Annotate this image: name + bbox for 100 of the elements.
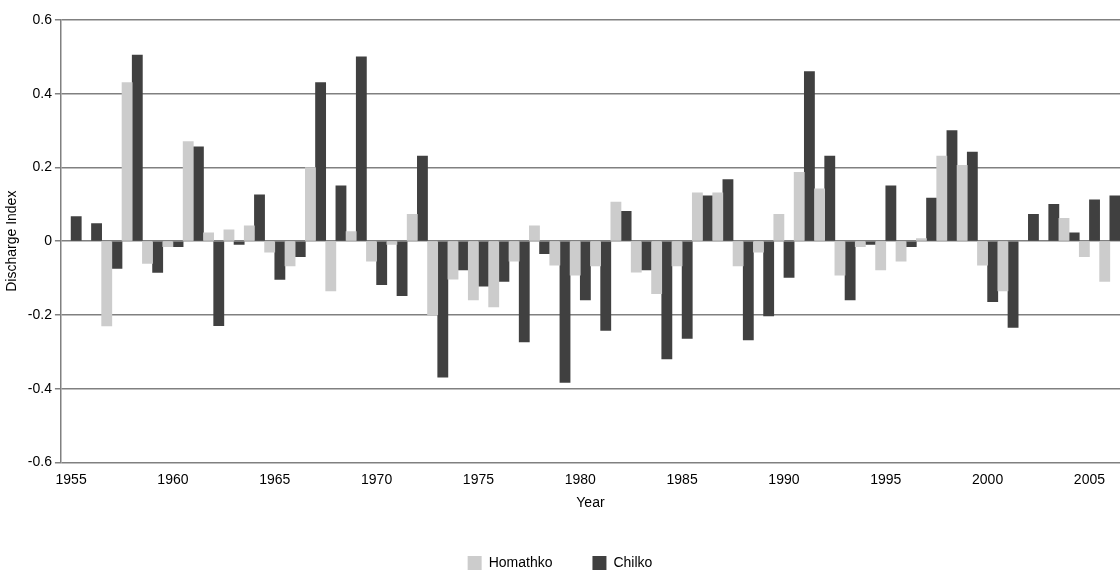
bar xyxy=(427,241,439,316)
x-tick-label: 1960 xyxy=(157,470,189,487)
x-tick-label: 1965 xyxy=(259,470,291,487)
bar xyxy=(824,155,836,241)
legend-label: Chilko xyxy=(613,553,653,570)
bar xyxy=(936,155,948,241)
bar xyxy=(691,192,703,241)
bar xyxy=(142,241,153,264)
bar xyxy=(325,241,337,292)
bar xyxy=(773,213,785,241)
bar xyxy=(834,241,846,276)
bar xyxy=(569,241,581,276)
x-tick-label: 1995 xyxy=(870,470,902,487)
bar xyxy=(457,241,469,271)
y-axis-title: Discharge Index xyxy=(3,190,20,292)
bar xyxy=(376,241,388,286)
bar xyxy=(518,241,530,343)
bar xyxy=(121,82,133,241)
bar xyxy=(956,164,968,241)
bar xyxy=(192,146,204,241)
y-tick-label: 0 xyxy=(44,232,53,249)
bar xyxy=(926,197,938,241)
bar xyxy=(162,241,174,248)
bar xyxy=(753,241,764,253)
legend-label: Homathko xyxy=(488,553,553,570)
bar xyxy=(1109,195,1120,241)
bar xyxy=(467,241,479,301)
bar xyxy=(1058,218,1070,241)
x-tick-label: 1970 xyxy=(361,470,393,487)
bar xyxy=(885,185,897,241)
x-tick-label: 1990 xyxy=(768,470,800,487)
bar xyxy=(274,241,286,280)
bar xyxy=(854,241,866,248)
bar xyxy=(203,232,215,241)
bar xyxy=(549,241,561,266)
bar xyxy=(182,141,194,241)
bar xyxy=(1089,199,1100,241)
bar xyxy=(977,241,988,266)
bar xyxy=(111,241,123,269)
bar xyxy=(610,201,622,241)
bar xyxy=(579,241,591,301)
bar xyxy=(814,188,826,241)
x-axis-title: Year xyxy=(576,494,605,511)
bar xyxy=(152,241,164,273)
bar xyxy=(844,241,856,301)
bar xyxy=(803,71,815,241)
x-tick-label: 1975 xyxy=(462,470,495,487)
bar xyxy=(1007,241,1019,328)
bar xyxy=(732,241,744,267)
bar xyxy=(284,241,296,267)
x-tick-label: 2000 xyxy=(972,470,1004,487)
x-tick-label: 1985 xyxy=(666,470,698,487)
bar xyxy=(600,241,612,331)
bar xyxy=(396,241,408,297)
bar xyxy=(1028,213,1039,241)
bar xyxy=(233,241,245,245)
bar xyxy=(722,179,734,241)
bar xyxy=(91,223,102,241)
bar xyxy=(630,241,642,273)
bar xyxy=(213,241,225,326)
bar xyxy=(1068,232,1080,241)
bar xyxy=(101,241,113,327)
bar xyxy=(417,155,428,241)
bar xyxy=(335,185,347,241)
y-tick-label: -0.6 xyxy=(27,453,53,470)
bar xyxy=(875,241,887,271)
bar xyxy=(498,241,510,282)
bar xyxy=(793,171,805,241)
bar xyxy=(355,56,367,241)
bar xyxy=(712,192,724,241)
bar xyxy=(1078,241,1090,258)
bar xyxy=(131,54,143,241)
bar xyxy=(305,167,316,241)
bar xyxy=(559,241,571,383)
bar xyxy=(946,130,958,241)
bar xyxy=(966,151,978,241)
bar xyxy=(742,241,754,341)
bar xyxy=(366,241,377,262)
bar xyxy=(590,241,601,267)
bar xyxy=(294,241,306,258)
bar xyxy=(345,231,357,241)
bar xyxy=(406,213,418,241)
bar xyxy=(437,241,449,378)
bar xyxy=(447,241,459,280)
x-tick-label: 2005 xyxy=(1073,470,1106,487)
bar xyxy=(386,241,398,245)
bar xyxy=(661,241,673,360)
y-tick-label: 0.2 xyxy=(32,158,53,175)
bar xyxy=(916,238,927,241)
bar xyxy=(529,225,540,241)
y-tick-label: -0.4 xyxy=(27,379,53,396)
bar xyxy=(70,216,82,241)
bar xyxy=(1099,241,1111,282)
bar xyxy=(783,241,795,278)
bar xyxy=(315,82,327,241)
bar xyxy=(508,241,520,262)
bar xyxy=(905,241,917,248)
y-tick-label: 0.4 xyxy=(32,84,53,101)
y-tick-label: -0.2 xyxy=(27,305,53,322)
bar xyxy=(254,194,265,241)
